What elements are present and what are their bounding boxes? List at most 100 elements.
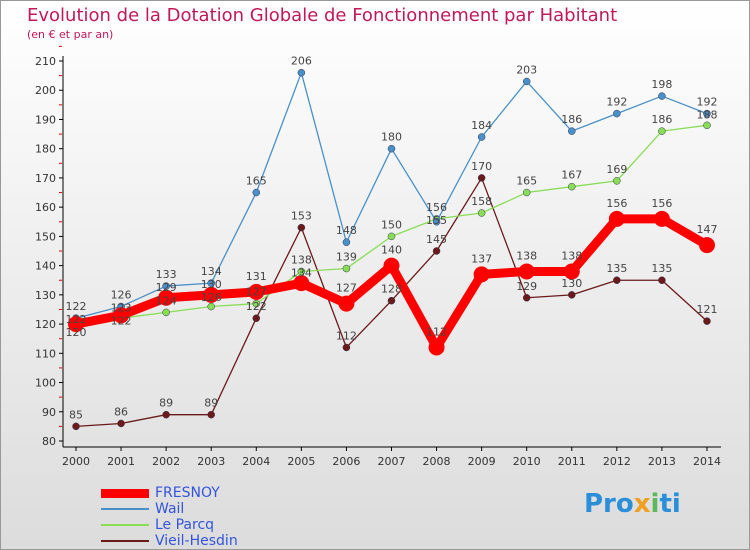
data-label: 156: [426, 201, 447, 214]
data-label: 89: [159, 397, 173, 410]
data-point: [207, 410, 215, 419]
data-label: 192: [606, 96, 627, 109]
x-tick-label: 2013: [648, 455, 676, 468]
data-point: [522, 77, 531, 86]
y-tick-label: 210: [35, 55, 56, 68]
legend-swatch: [101, 508, 149, 510]
data-label: 167: [561, 169, 582, 182]
data-label: 165: [246, 175, 267, 188]
data-point: [703, 109, 711, 118]
data-label: 130: [561, 277, 582, 290]
data-point: [563, 263, 580, 280]
x-tick-label: 2005: [287, 455, 315, 468]
legend-item: Vieil-Hesdin: [101, 533, 238, 549]
data-point: [568, 291, 576, 299]
data-label: 138: [516, 249, 537, 262]
legend-swatch: [101, 488, 149, 498]
data-label: 123: [111, 302, 132, 315]
data-point: [162, 282, 170, 290]
data-point: [698, 237, 715, 254]
data-label: 158: [471, 195, 492, 208]
data-point: [113, 307, 130, 324]
x-tick-label: 2008: [423, 455, 451, 468]
data-label: 131: [246, 270, 267, 283]
data-point: [477, 209, 486, 217]
x-tick-label: 2011: [558, 455, 586, 468]
data-point: [658, 92, 666, 100]
data-point: [297, 267, 306, 276]
data-label: 126: [111, 289, 132, 302]
data-point: [658, 127, 666, 135]
data-label: 126: [201, 291, 222, 304]
data-label: 153: [291, 210, 312, 223]
data-label: 156: [606, 197, 627, 210]
data-point: [387, 144, 396, 153]
data-point: [703, 317, 711, 325]
data-point: [613, 177, 621, 185]
data-point: [613, 276, 621, 284]
y-tick-label: 90: [42, 406, 56, 419]
y-tick-label: 140: [35, 260, 56, 273]
data-point: [428, 339, 445, 356]
y-tick-label: 170: [35, 172, 56, 185]
y-tick-label: 110: [35, 347, 56, 360]
x-tick-label: 2001: [107, 455, 135, 468]
data-label: 122: [66, 313, 87, 326]
data-label: 137: [471, 252, 492, 265]
data-label: 186: [651, 113, 672, 126]
data-point: [522, 188, 531, 197]
x-tick-label: 2012: [603, 455, 631, 468]
data-point: [383, 257, 400, 274]
data-label: 203: [516, 63, 537, 76]
y-tick-label: 120: [35, 318, 56, 331]
data-label: 148: [336, 224, 357, 237]
data-point: [432, 218, 441, 226]
legend-label: Wail: [155, 501, 185, 517]
data-label: 170: [471, 160, 492, 173]
data-point: [248, 283, 265, 300]
data-label: 121: [696, 303, 717, 316]
data-label: 206: [291, 55, 312, 68]
data-label: 129: [156, 281, 177, 294]
data-label: 122: [246, 300, 267, 313]
data-label: 120: [66, 326, 87, 339]
x-tick-label: 2014: [693, 455, 721, 468]
data-point: [387, 232, 396, 241]
y-tick-label: 160: [35, 201, 56, 214]
legend: FRESNOY Wail Le Parcq Vieil-Hesdin: [101, 485, 238, 549]
data-point: [387, 296, 396, 305]
y-tick-label: 100: [35, 377, 56, 390]
data-label: 140: [381, 244, 402, 257]
data-label: 112: [336, 329, 357, 342]
x-tick-label: 2004: [242, 455, 270, 468]
data-label: 122: [111, 315, 132, 328]
data-label: 198: [651, 78, 672, 91]
data-point: [68, 316, 84, 333]
data-point: [522, 294, 531, 302]
data-point: [72, 422, 80, 431]
data-label: 139: [336, 251, 357, 264]
data-point: [658, 276, 666, 284]
data-point: [653, 210, 670, 227]
data-point: [252, 314, 261, 322]
data-point: [297, 68, 306, 77]
data-point: [518, 263, 535, 280]
data-label: 135: [606, 262, 627, 275]
data-label: 85: [69, 408, 83, 421]
y-tick-label: 150: [35, 230, 56, 243]
legend-label: Vieil-Hesdin: [155, 533, 238, 549]
data-label: 89: [204, 397, 218, 410]
x-tick-label: 2002: [152, 455, 180, 468]
data-point: [162, 410, 170, 419]
data-point: [203, 286, 220, 303]
x-tick-label: 2010: [513, 455, 541, 468]
data-point: [207, 302, 215, 311]
data-point: [703, 121, 711, 130]
x-tick-label: 2003: [197, 455, 225, 468]
data-label: 192: [696, 96, 717, 109]
data-point: [477, 174, 486, 182]
chart-title: Evolution de la Dotation Globale de Fonc…: [27, 5, 618, 26]
data-point: [342, 343, 351, 352]
data-label: 138: [291, 253, 312, 266]
